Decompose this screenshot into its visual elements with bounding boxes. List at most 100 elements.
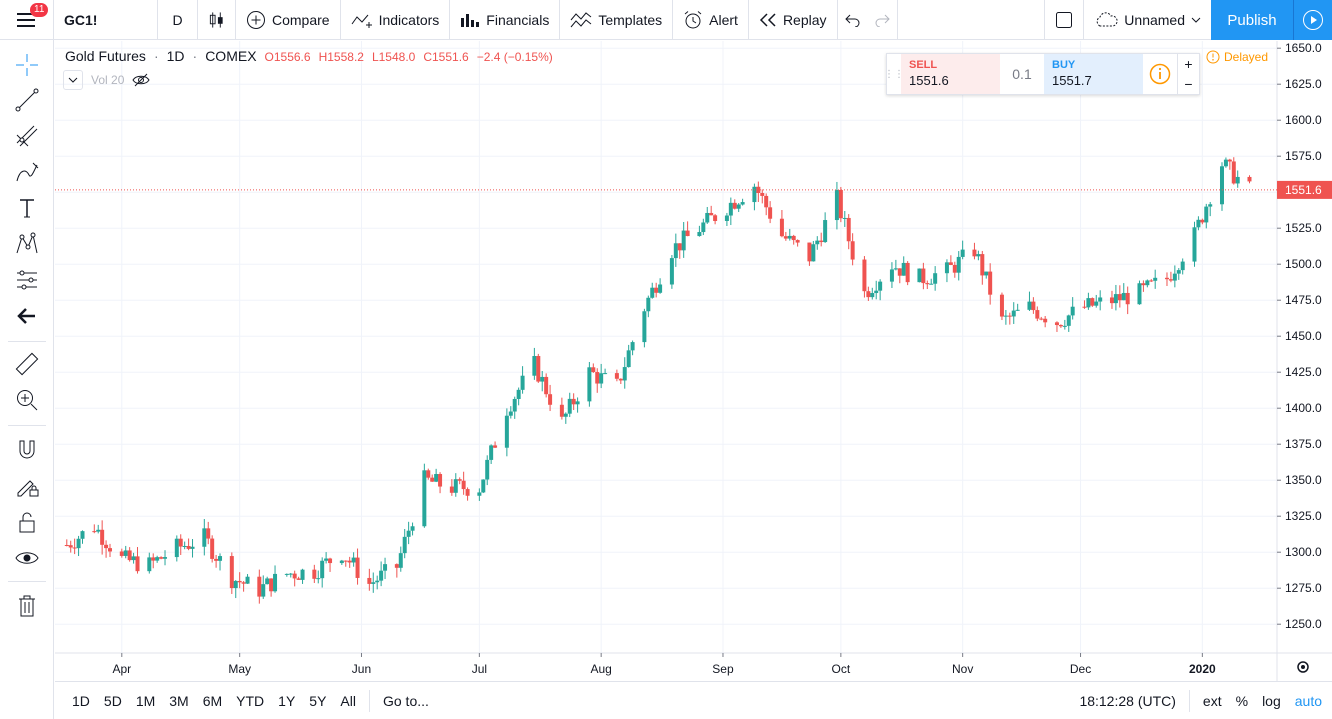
clock-time[interactable]: 18:12:28 (UTC) xyxy=(1079,692,1176,709)
candle-body xyxy=(163,557,168,559)
chart-pane[interactable]: 1650.01625.01600.01575.01550.01525.01500… xyxy=(55,41,1332,681)
zoom-tool[interactable] xyxy=(12,385,42,415)
interval-button[interactable]: D xyxy=(158,0,198,40)
candle-body xyxy=(901,262,906,276)
brush-icon xyxy=(16,162,39,182)
candle-body xyxy=(457,479,462,481)
main-menu-button[interactable]: 11 xyxy=(0,0,54,40)
range-5y-button[interactable]: 5Y xyxy=(309,692,327,709)
text-tool[interactable] xyxy=(12,193,42,223)
candle-body xyxy=(351,557,356,563)
redo-button[interactable] xyxy=(868,0,898,40)
candle-body xyxy=(1235,176,1240,184)
candle-body xyxy=(669,258,674,285)
candle-body xyxy=(811,244,816,262)
candle-body xyxy=(575,401,580,405)
candlestick-chart[interactable]: 1650.01625.01600.01575.01550.01525.01500… xyxy=(55,41,1332,681)
trend-line-tool[interactable] xyxy=(12,85,42,115)
goto-button[interactable]: Go to... xyxy=(382,692,429,709)
info-button[interactable] xyxy=(1143,54,1177,94)
candle-body xyxy=(190,546,195,549)
candle-body xyxy=(1011,310,1016,317)
magnet-tool[interactable] xyxy=(12,435,42,465)
crosshair-tool[interactable] xyxy=(12,50,42,80)
buy-button[interactable]: BUY 1551.7 xyxy=(1044,54,1143,94)
legend-title[interactable]: Gold Futures xyxy=(65,48,146,64)
range-1y-button[interactable]: 1Y xyxy=(278,692,296,709)
replay-button[interactable]: Replay xyxy=(749,0,838,40)
symbol-search-button[interactable]: GC1! xyxy=(54,0,158,40)
pitchfork-tool[interactable] xyxy=(12,121,42,151)
log-scale-button[interactable]: log xyxy=(1262,692,1281,709)
candle-body xyxy=(92,531,97,533)
financials-button[interactable]: Financials xyxy=(450,0,561,40)
candle-body xyxy=(394,564,399,568)
remove-drawings-tool[interactable] xyxy=(12,591,42,621)
range-1m-button[interactable]: 1M xyxy=(135,692,156,709)
candle-body xyxy=(1043,318,1048,323)
ext-hours-button[interactable]: ext xyxy=(1202,692,1222,709)
publish-button[interactable]: Publish xyxy=(1211,0,1293,40)
candle-body xyxy=(72,547,77,549)
text-icon xyxy=(20,199,34,218)
candle-body xyxy=(520,375,525,390)
candle-body xyxy=(516,389,521,399)
undo-button[interactable] xyxy=(838,0,868,40)
scale-settings-icon[interactable] xyxy=(1297,661,1309,673)
indicators-button[interactable]: Indicators xyxy=(341,0,451,40)
time-axis-label: Aug xyxy=(590,662,611,676)
candle-body xyxy=(135,556,140,572)
hide-toolbar-button[interactable] xyxy=(12,301,42,331)
volume-legend-label[interactable]: Vol 20 xyxy=(91,73,125,87)
candle-body xyxy=(815,240,820,245)
range-1d-button[interactable]: 1D xyxy=(72,692,90,709)
candle-body xyxy=(477,492,482,496)
candle-body xyxy=(485,459,490,480)
candle-body xyxy=(1007,315,1012,317)
templates-button[interactable]: Templates xyxy=(560,0,674,40)
measure-tool[interactable] xyxy=(12,349,42,379)
eye-off-icon[interactable] xyxy=(132,73,150,87)
candle-body xyxy=(846,217,851,242)
auto-scale-button[interactable]: auto xyxy=(1294,692,1322,709)
candle-body xyxy=(787,235,792,239)
range-3m-button[interactable]: 3M xyxy=(169,692,189,709)
candle-body xyxy=(182,545,187,547)
pattern-tool[interactable] xyxy=(12,229,42,259)
range-ytd-button[interactable]: YTD xyxy=(236,692,265,709)
brush-tool[interactable] xyxy=(12,157,42,187)
chevron-down-icon xyxy=(1191,17,1201,23)
candle-body xyxy=(622,367,627,381)
range-all-button[interactable]: All xyxy=(340,692,356,709)
increase-button[interactable]: + xyxy=(1184,56,1193,72)
range-5d-button[interactable]: 5D xyxy=(103,692,122,709)
layout-name-button[interactable]: Unnamed xyxy=(1084,0,1212,40)
candle-body xyxy=(100,529,105,545)
lock-drawings-tool[interactable] xyxy=(12,507,42,537)
candle-body xyxy=(174,538,179,558)
candle-body xyxy=(697,232,702,237)
collapse-legend-button[interactable] xyxy=(63,70,83,90)
delayed-indicator[interactable]: Delayed xyxy=(1206,50,1268,64)
sell-button[interactable]: SELL 1551.6 xyxy=(901,54,1000,94)
stay-in-drawing-tool[interactable] xyxy=(12,471,42,501)
prediction-tool[interactable] xyxy=(12,265,42,295)
ruler-icon xyxy=(15,352,39,376)
percent-scale-button[interactable]: % xyxy=(1235,692,1249,709)
decrease-button[interactable]: − xyxy=(1184,76,1193,92)
price-axis-label: 1325.0 xyxy=(1285,509,1322,523)
delayed-label: Delayed xyxy=(1224,50,1269,64)
candle-body xyxy=(1035,310,1040,319)
publish-options-button[interactable] xyxy=(1293,0,1332,40)
candle-body xyxy=(1168,279,1173,281)
compare-button[interactable]: Compare xyxy=(236,0,341,40)
candle-body xyxy=(1196,219,1201,228)
alert-button[interactable]: Alert xyxy=(673,0,749,40)
range-6m-button[interactable]: 6M xyxy=(202,692,223,709)
candle-body xyxy=(705,212,710,223)
chart-type-button[interactable] xyxy=(198,0,236,40)
fullscreen-layout-button[interactable] xyxy=(1044,0,1085,40)
candle-body xyxy=(1062,325,1067,327)
drag-handle-icon[interactable]: ⋮⋮ xyxy=(884,68,904,80)
hide-drawings-tool[interactable] xyxy=(12,543,42,573)
